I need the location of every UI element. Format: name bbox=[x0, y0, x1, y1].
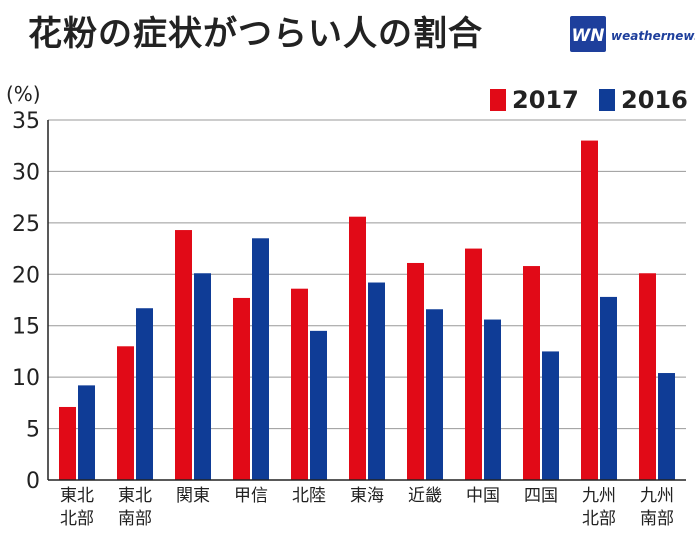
bar-2017-6 bbox=[407, 262, 424, 480]
bar-2016-8 bbox=[542, 351, 559, 480]
x-tick-label-0-line-1: 北部 bbox=[60, 509, 94, 529]
legend-label-2016: 2016 bbox=[621, 86, 688, 114]
x-tick-label-2: 関東 bbox=[176, 486, 210, 506]
chart-title: 花粉の症状がつらい人の割合 bbox=[28, 14, 483, 54]
x-tick-label-3: 甲信 bbox=[234, 486, 268, 506]
bar-2017-2 bbox=[175, 230, 192, 480]
y-tick-label-0: 0 bbox=[26, 469, 40, 494]
bar-2016-3 bbox=[252, 238, 269, 480]
y-tick-label-10: 10 bbox=[12, 366, 40, 391]
x-tick-label-1-line-0: 東北 bbox=[118, 486, 152, 506]
bar-2016-6 bbox=[426, 309, 443, 480]
bar-2017-9 bbox=[581, 140, 598, 481]
legend-item-2017: 2017 bbox=[490, 86, 579, 114]
x-tick-label-6: 近畿 bbox=[408, 486, 442, 506]
legend-swatch-2016 bbox=[599, 89, 615, 111]
logo-mark-text: WN bbox=[572, 26, 605, 46]
bar-2016-9 bbox=[600, 296, 617, 480]
bar-2016-1 bbox=[136, 308, 153, 480]
legend-item-2016: 2016 bbox=[599, 86, 688, 114]
bar-2017-3 bbox=[233, 297, 250, 480]
x-tick-label-9-line-1: 北部 bbox=[582, 509, 616, 529]
bar-2017-7 bbox=[465, 248, 482, 480]
bar-2016-5 bbox=[368, 282, 385, 480]
y-axis-unit-label: (%) bbox=[6, 82, 41, 106]
bar-2016-7 bbox=[484, 319, 501, 480]
x-tick-label-0-line-0: 東北 bbox=[60, 486, 94, 506]
x-tick-label-9-line-0: 九州 bbox=[582, 486, 616, 506]
bar-2017-0 bbox=[59, 406, 76, 480]
x-tick-label-8: 四国 bbox=[524, 486, 558, 506]
y-tick-label-15: 15 bbox=[12, 315, 40, 340]
bar-2016-4 bbox=[310, 330, 327, 480]
logo-brand-name: weathernews bbox=[611, 29, 695, 43]
bar-2017-10 bbox=[639, 273, 656, 480]
y-tick-label-5: 5 bbox=[26, 418, 40, 443]
y-tick-label-30: 30 bbox=[12, 160, 40, 185]
x-tick-label-5: 東海 bbox=[350, 486, 384, 506]
bar-2016-10 bbox=[658, 373, 675, 480]
y-tick-label-25: 25 bbox=[12, 212, 40, 237]
y-tick-label-35: 35 bbox=[12, 109, 40, 134]
bar-2017-4 bbox=[291, 288, 308, 480]
x-tick-label-1-line-1: 南部 bbox=[118, 509, 152, 529]
weathernews-logo: WN weathernews bbox=[570, 16, 700, 60]
y-tick-label-20: 20 bbox=[12, 263, 40, 288]
legend-label-2017: 2017 bbox=[512, 86, 579, 114]
x-tick-label-10-line-1: 南部 bbox=[640, 509, 674, 529]
bar-2016-0 bbox=[78, 385, 95, 480]
bar-2017-5 bbox=[349, 216, 366, 480]
bar-2016-2 bbox=[194, 273, 211, 480]
legend-swatch-2017 bbox=[490, 89, 506, 111]
bar-2017-8 bbox=[523, 266, 540, 480]
x-tick-label-10-line-0: 九州 bbox=[640, 486, 674, 506]
logo-mark-background bbox=[570, 16, 606, 52]
bar-2017-1 bbox=[117, 346, 134, 480]
x-tick-label-4: 北陸 bbox=[292, 486, 326, 506]
x-tick-label-7: 中国 bbox=[466, 486, 500, 506]
